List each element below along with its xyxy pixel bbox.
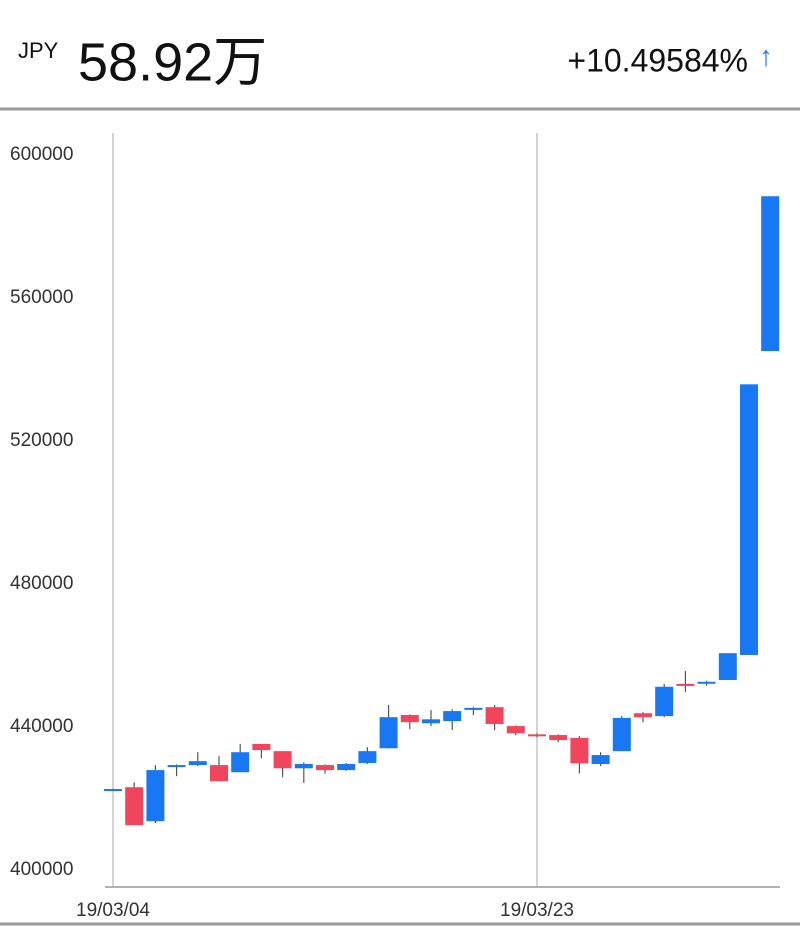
candle-body — [655, 686, 674, 717]
price: 58.92万 — [78, 32, 267, 92]
candle-body — [379, 717, 398, 749]
y-tick-label: 600000 — [10, 144, 73, 165]
candle-body — [718, 653, 737, 680]
candle-body — [485, 707, 504, 724]
x-tick-label: 19/03/23 — [500, 900, 574, 921]
candle-body — [464, 707, 483, 710]
candle-body — [549, 735, 568, 741]
change-arrow: ↑ — [759, 40, 773, 71]
y-tick-label: 440000 — [10, 716, 73, 737]
candle-body — [337, 764, 356, 771]
candle-body — [612, 717, 631, 752]
candle-body — [210, 765, 228, 782]
candle-body — [697, 681, 716, 684]
candle-body — [528, 734, 546, 737]
candle-body — [316, 765, 334, 771]
candle-body — [740, 384, 758, 655]
currency: JPY — [18, 38, 59, 63]
y-tick-label: 560000 — [10, 287, 73, 308]
candle-body — [634, 713, 652, 718]
y-tick-label: 400000 — [10, 859, 73, 880]
candle-body — [400, 715, 419, 723]
candle-body — [506, 726, 525, 734]
y-tick-label: 480000 — [10, 573, 73, 594]
candle-body — [273, 751, 292, 769]
candle-body — [422, 719, 440, 724]
candle-body — [294, 764, 313, 769]
candle-body — [252, 743, 271, 751]
x-tick-label: 19/03/04 — [76, 900, 150, 921]
candle-body — [570, 737, 589, 764]
candle-body — [358, 751, 377, 763]
candle-body — [167, 765, 186, 768]
candle-body — [231, 752, 250, 773]
candle-body — [146, 770, 165, 822]
candle-body — [188, 761, 207, 766]
candle-body — [443, 711, 462, 722]
change: +10.49584% — [567, 42, 748, 78]
candle-body — [761, 196, 780, 352]
y-tick-label: 520000 — [10, 430, 73, 451]
candle-body — [104, 789, 122, 792]
candle-body — [676, 683, 695, 686]
candle-body — [591, 755, 610, 765]
candle-body — [125, 787, 144, 826]
